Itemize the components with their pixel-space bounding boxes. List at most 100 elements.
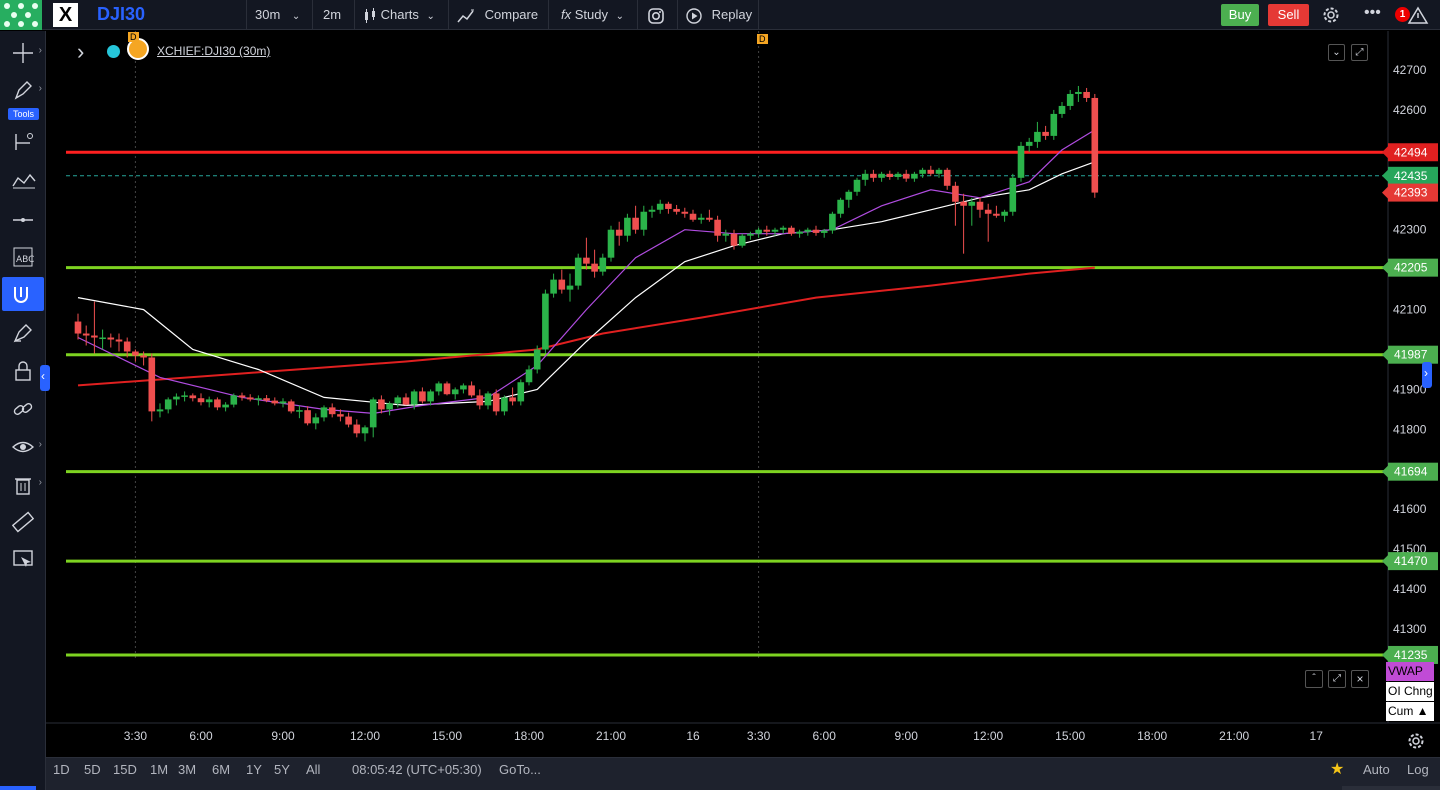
candle-body <box>681 211 689 214</box>
cum-indicator[interactable]: Cum ▲ <box>1386 702 1434 721</box>
scrollbar-thumb[interactable] <box>1342 786 1440 790</box>
candle-body <box>410 391 418 405</box>
price-tick-label: 41600 <box>1393 502 1427 516</box>
candle-body <box>976 201 984 210</box>
candle-body <box>591 263 598 272</box>
candle-body <box>82 333 90 336</box>
screenshot-tool[interactable] <box>4 541 42 575</box>
app-logo[interactable] <box>0 0 42 30</box>
compare-button[interactable]: Compare <box>448 0 548 30</box>
link-icon <box>13 403 33 415</box>
candle-body <box>402 397 410 405</box>
notifications-button[interactable]: 1 <box>1393 4 1433 26</box>
text-abc-icon: ABC <box>13 247 34 267</box>
star-icon[interactable]: ★ <box>1330 761 1345 778</box>
replay-button[interactable]: Replay <box>677 0 759 30</box>
legend-symbol[interactable]: XCHIEF:DJI30 (30m) <box>157 44 271 58</box>
range-button-all[interactable]: All <box>306 762 321 777</box>
range-button-5d[interactable]: 5D <box>84 762 101 777</box>
candle-body <box>574 257 582 286</box>
maximize-pane-button[interactable]: ⤢ <box>1351 44 1368 61</box>
range-button-1m[interactable]: 1M <box>150 762 169 777</box>
range-button-1y[interactable]: 1Y <box>246 762 262 777</box>
candle-body <box>353 424 361 434</box>
instagram-button[interactable] <box>637 0 675 30</box>
study-button[interactable]: fx Study ⌄ <box>548 0 634 30</box>
link-tool[interactable] <box>4 391 42 425</box>
horizontal-line-tool[interactable] <box>4 201 42 235</box>
pen-tool[interactable]: › <box>4 73 42 107</box>
settings-gear-button[interactable] <box>1321 5 1341 30</box>
candle-body <box>304 410 311 424</box>
ruler-tool[interactable] <box>4 504 42 538</box>
brush-tool[interactable] <box>4 315 42 349</box>
candle-body <box>640 211 648 230</box>
goto-button[interactable]: GoTo... <box>499 762 541 777</box>
pattern-icon <box>12 173 36 189</box>
move-up-button[interactable]: ˆ <box>1305 670 1323 688</box>
vwap-indicator[interactable]: VWAP <box>1386 662 1434 681</box>
candle-body <box>197 398 205 403</box>
range-button-15d[interactable]: 15D <box>113 762 137 777</box>
fx-icon: fx <box>561 7 572 22</box>
sell-button[interactable]: Sell <box>1268 4 1309 26</box>
lock-tool[interactable] <box>4 353 42 387</box>
maximize-bottom-button[interactable]: ⤢ <box>1328 670 1346 688</box>
chart-settings-button[interactable] <box>1406 731 1426 756</box>
buy-button[interactable]: Buy <box>1221 4 1259 26</box>
right-panel-collapse-handle[interactable]: › <box>1422 362 1432 388</box>
visibility-tool[interactable]: › <box>4 429 42 463</box>
candle-body <box>837 199 844 214</box>
oi-change-indicator[interactable]: OI Chng <box>1386 682 1434 701</box>
candle-body <box>156 409 164 412</box>
candle-body <box>738 235 746 246</box>
magnet-tool[interactable] <box>2 277 44 311</box>
range-button-3m[interactable]: 3M <box>178 762 197 777</box>
candle-body <box>697 217 705 220</box>
logo-pattern-icon <box>0 0 42 30</box>
level-price-tag-41694: 41694 <box>1394 465 1428 479</box>
candle-body <box>460 385 467 390</box>
chevron-right-icon: › <box>38 83 42 94</box>
session-marker: D <box>757 34 768 44</box>
brush-icon <box>13 324 32 343</box>
auto-scale-button[interactable]: Auto <box>1363 762 1390 777</box>
candle-body <box>993 213 1000 216</box>
candle-body <box>665 203 672 209</box>
range-button-6m[interactable]: 6M <box>212 762 231 777</box>
range-button-1d[interactable]: 1D <box>53 762 70 777</box>
candle-body <box>919 169 926 174</box>
crosshair-tool[interactable]: › <box>4 35 42 69</box>
log-scale-button[interactable]: Log <box>1407 762 1429 777</box>
interval-2m-button[interactable]: 2m <box>312 0 352 30</box>
candle-body <box>312 417 320 424</box>
collapse-pane-button[interactable]: ⌄ <box>1328 44 1345 61</box>
candle-body <box>492 393 500 412</box>
charts-label: Charts <box>380 7 419 22</box>
charts-button[interactable]: Charts ⌄ <box>354 0 446 30</box>
left-panel-collapse-handle[interactable]: ‹ <box>40 365 50 391</box>
text-tool[interactable]: ABC <box>4 239 42 273</box>
trendline-tool[interactable] <box>4 124 42 158</box>
x-logo-icon[interactable]: X <box>53 3 78 27</box>
expand-legend-icon[interactable]: › <box>77 39 85 64</box>
symbol-name[interactable]: DJI30 <box>97 4 146 24</box>
candle-body <box>952 185 959 202</box>
time-tick-label: 18:00 <box>514 729 544 743</box>
level-price-tag-bg <box>1388 258 1438 277</box>
more-options-icon[interactable]: ••• <box>1364 4 1381 21</box>
pattern-tool[interactable] <box>4 162 42 196</box>
price-tick-label: 42100 <box>1393 303 1427 317</box>
delete-tool[interactable]: › <box>4 467 42 501</box>
candle-body <box>148 357 156 412</box>
level-price-tag-bg <box>1388 552 1438 571</box>
candle-body <box>755 229 762 234</box>
close-pane-button[interactable]: × <box>1351 670 1369 688</box>
candle-body <box>542 293 549 350</box>
interval-selector[interactable]: 30m ⌄ <box>246 0 308 30</box>
candle-body <box>878 173 885 178</box>
price-chart[interactable]: 4270042600425004230042100419004180041600… <box>46 31 1440 757</box>
candle-body <box>386 403 393 410</box>
range-button-5y[interactable]: 5Y <box>274 762 290 777</box>
candle-body <box>607 229 615 258</box>
